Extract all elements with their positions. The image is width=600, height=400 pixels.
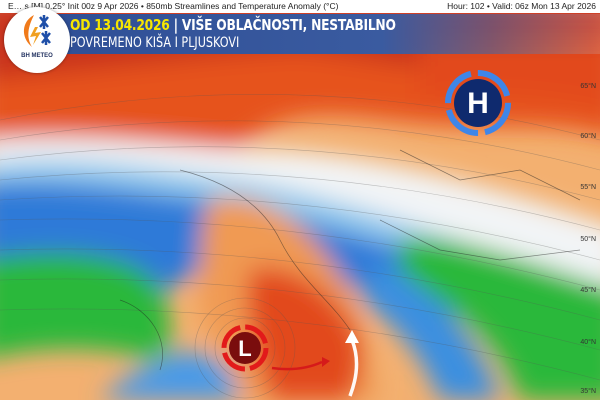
banner-headline: OD 13.04.2026 | VIŠE OBLAČNOSTI, NESTABI… xyxy=(70,16,396,34)
valid-info: Hour: 102 • Valid: 06z Mon 13 Apr 2026 xyxy=(447,1,596,11)
latitude-label: 65°N xyxy=(580,83,596,90)
latitude-label: 50°N xyxy=(580,236,596,243)
high-pressure-icon: H xyxy=(445,70,511,136)
red-flow-arrow xyxy=(271,360,323,371)
latitude-label: 45°N xyxy=(580,287,596,294)
white-arrow-head xyxy=(345,330,359,343)
banner-date: OD 13.04.2026 xyxy=(70,16,170,34)
banner-headline-text: | VIŠE OBLAČNOSTI, NESTABILNO xyxy=(169,16,396,34)
forecast-banner xyxy=(55,14,600,54)
white-flow-arrow xyxy=(348,339,359,397)
logo-text: BH METEO xyxy=(21,53,53,59)
banner-subline: POVREMENO KIŠA I PLJUSKOVI xyxy=(70,35,240,51)
logo-flame-snowflake-icon xyxy=(23,15,51,47)
latitude-label: 40°N xyxy=(580,339,596,346)
latitude-label: 60°N xyxy=(580,133,596,140)
latitude-label: 35°N xyxy=(580,388,596,395)
latitude-label: 55°N xyxy=(580,184,596,191)
high-pressure-label: H xyxy=(467,87,489,120)
low-pressure-icon: L xyxy=(221,324,269,372)
red-arrow-head xyxy=(322,357,330,367)
model-header: E… s [M] 0.25° Init 00z 9 Apr 2026 • 850… xyxy=(0,0,600,13)
model-info: E… s [M] 0.25° Init 00z 9 Apr 2026 • 850… xyxy=(8,1,339,11)
low-pressure-label: L xyxy=(238,336,251,361)
bh-meteo-logo: BH METEO xyxy=(4,7,70,73)
